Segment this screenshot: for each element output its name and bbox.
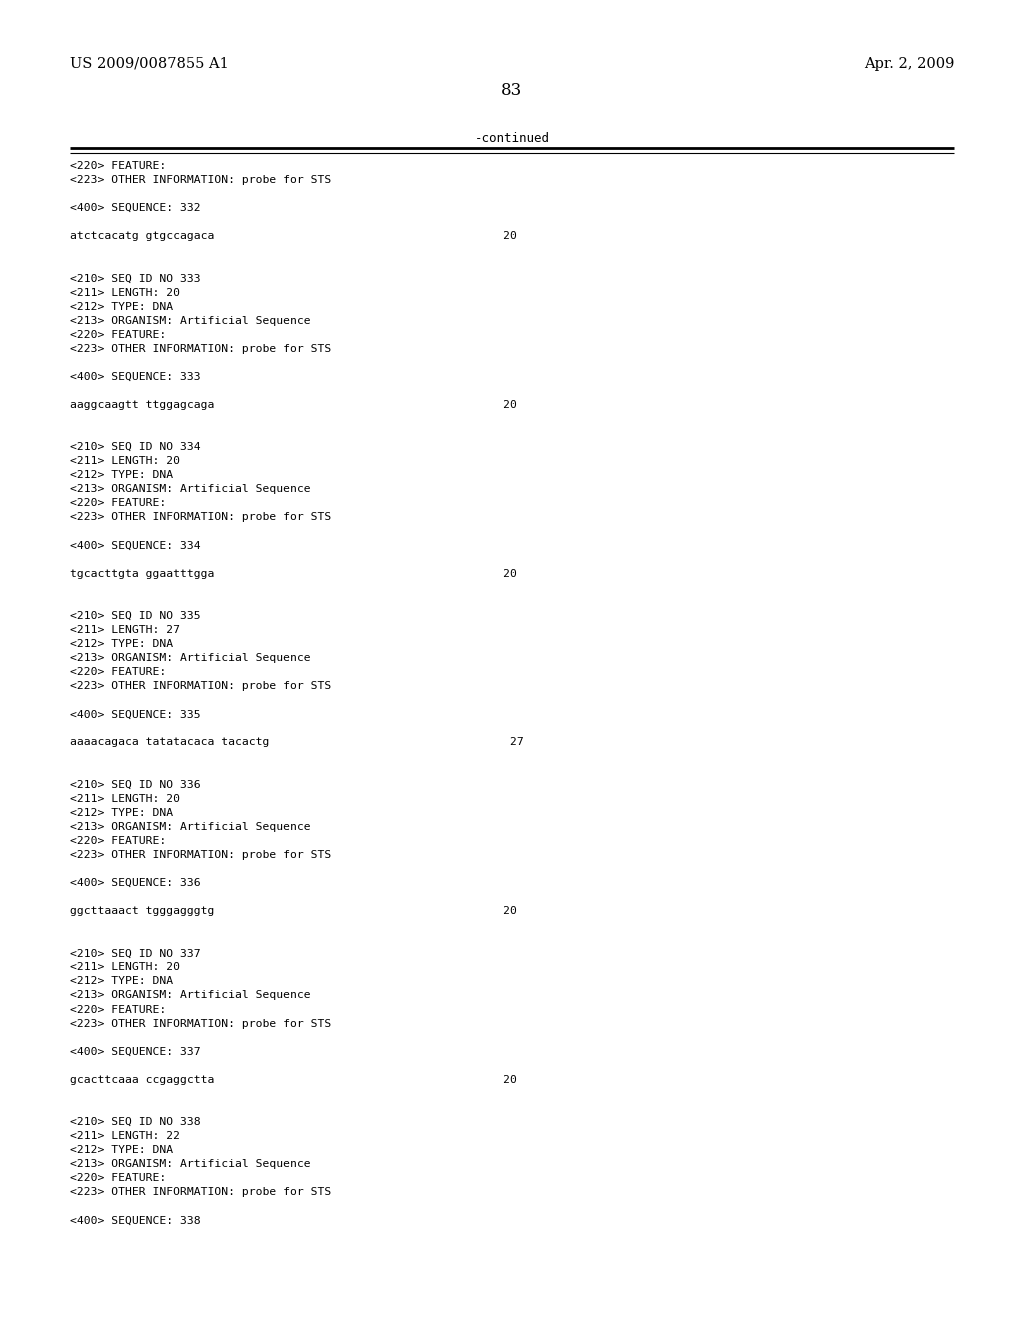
- Text: <213> ORGANISM: Artificial Sequence: <213> ORGANISM: Artificial Sequence: [70, 822, 310, 832]
- Text: <211> LENGTH: 22: <211> LENGTH: 22: [70, 1131, 179, 1140]
- Text: <220> FEATURE:: <220> FEATURE:: [70, 1005, 166, 1015]
- Text: <210> SEQ ID NO 334: <210> SEQ ID NO 334: [70, 442, 201, 453]
- Text: <223> OTHER INFORMATION: probe for STS: <223> OTHER INFORMATION: probe for STS: [70, 681, 331, 692]
- Text: <210> SEQ ID NO 335: <210> SEQ ID NO 335: [70, 611, 201, 620]
- Text: <213> ORGANISM: Artificial Sequence: <213> ORGANISM: Artificial Sequence: [70, 315, 310, 326]
- Text: gcacttcaaa ccgaggctta                                          20: gcacttcaaa ccgaggctta 20: [70, 1074, 516, 1085]
- Text: <211> LENGTH: 20: <211> LENGTH: 20: [70, 457, 179, 466]
- Text: <400> SEQUENCE: 332: <400> SEQUENCE: 332: [70, 203, 201, 214]
- Text: Apr. 2, 2009: Apr. 2, 2009: [864, 57, 954, 71]
- Text: <223> OTHER INFORMATION: probe for STS: <223> OTHER INFORMATION: probe for STS: [70, 1019, 331, 1028]
- Text: <223> OTHER INFORMATION: probe for STS: <223> OTHER INFORMATION: probe for STS: [70, 176, 331, 185]
- Text: <212> TYPE: DNA: <212> TYPE: DNA: [70, 808, 173, 817]
- Text: <213> ORGANISM: Artificial Sequence: <213> ORGANISM: Artificial Sequence: [70, 484, 310, 495]
- Text: <211> LENGTH: 20: <211> LENGTH: 20: [70, 288, 179, 297]
- Text: <223> OTHER INFORMATION: probe for STS: <223> OTHER INFORMATION: probe for STS: [70, 850, 331, 859]
- Text: <400> SEQUENCE: 337: <400> SEQUENCE: 337: [70, 1047, 201, 1057]
- Text: -continued: -continued: [474, 132, 550, 145]
- Text: <211> LENGTH: 20: <211> LENGTH: 20: [70, 793, 179, 804]
- Text: <213> ORGANISM: Artificial Sequence: <213> ORGANISM: Artificial Sequence: [70, 990, 310, 1001]
- Text: <220> FEATURE:: <220> FEATURE:: [70, 836, 166, 846]
- Text: <210> SEQ ID NO 338: <210> SEQ ID NO 338: [70, 1117, 201, 1127]
- Text: <213> ORGANISM: Artificial Sequence: <213> ORGANISM: Artificial Sequence: [70, 653, 310, 663]
- Text: <211> LENGTH: 20: <211> LENGTH: 20: [70, 962, 179, 973]
- Text: US 2009/0087855 A1: US 2009/0087855 A1: [70, 57, 228, 71]
- Text: <220> FEATURE:: <220> FEATURE:: [70, 330, 166, 339]
- Text: tgcacttgta ggaatttgga                                          20: tgcacttgta ggaatttgga 20: [70, 569, 516, 578]
- Text: <400> SEQUENCE: 338: <400> SEQUENCE: 338: [70, 1216, 201, 1225]
- Text: <400> SEQUENCE: 333: <400> SEQUENCE: 333: [70, 372, 201, 381]
- Text: <212> TYPE: DNA: <212> TYPE: DNA: [70, 302, 173, 312]
- Text: <212> TYPE: DNA: <212> TYPE: DNA: [70, 1144, 173, 1155]
- Text: <400> SEQUENCE: 335: <400> SEQUENCE: 335: [70, 709, 201, 719]
- Text: <213> ORGANISM: Artificial Sequence: <213> ORGANISM: Artificial Sequence: [70, 1159, 310, 1170]
- Text: <212> TYPE: DNA: <212> TYPE: DNA: [70, 977, 173, 986]
- Text: <212> TYPE: DNA: <212> TYPE: DNA: [70, 639, 173, 649]
- Text: 83: 83: [502, 82, 522, 99]
- Text: <220> FEATURE:: <220> FEATURE:: [70, 161, 166, 172]
- Text: <223> OTHER INFORMATION: probe for STS: <223> OTHER INFORMATION: probe for STS: [70, 512, 331, 523]
- Text: atctcacatg gtgccagaca                                          20: atctcacatg gtgccagaca 20: [70, 231, 516, 242]
- Text: <210> SEQ ID NO 333: <210> SEQ ID NO 333: [70, 273, 201, 284]
- Text: <212> TYPE: DNA: <212> TYPE: DNA: [70, 470, 173, 480]
- Text: ggcttaaact tgggagggtg                                          20: ggcttaaact tgggagggtg 20: [70, 906, 516, 916]
- Text: <211> LENGTH: 27: <211> LENGTH: 27: [70, 624, 179, 635]
- Text: <220> FEATURE:: <220> FEATURE:: [70, 667, 166, 677]
- Text: <400> SEQUENCE: 334: <400> SEQUENCE: 334: [70, 541, 201, 550]
- Text: <220> FEATURE:: <220> FEATURE:: [70, 1173, 166, 1183]
- Text: <223> OTHER INFORMATION: probe for STS: <223> OTHER INFORMATION: probe for STS: [70, 1187, 331, 1197]
- Text: <220> FEATURE:: <220> FEATURE:: [70, 499, 166, 508]
- Text: aaaacagaca tatatacaca tacactg                                   27: aaaacagaca tatatacaca tacactg 27: [70, 738, 523, 747]
- Text: <210> SEQ ID NO 337: <210> SEQ ID NO 337: [70, 948, 201, 958]
- Text: <223> OTHER INFORMATION: probe for STS: <223> OTHER INFORMATION: probe for STS: [70, 343, 331, 354]
- Text: aaggcaagtt ttggagcaga                                          20: aaggcaagtt ttggagcaga 20: [70, 400, 516, 411]
- Text: <210> SEQ ID NO 336: <210> SEQ ID NO 336: [70, 780, 201, 789]
- Text: <400> SEQUENCE: 336: <400> SEQUENCE: 336: [70, 878, 201, 888]
